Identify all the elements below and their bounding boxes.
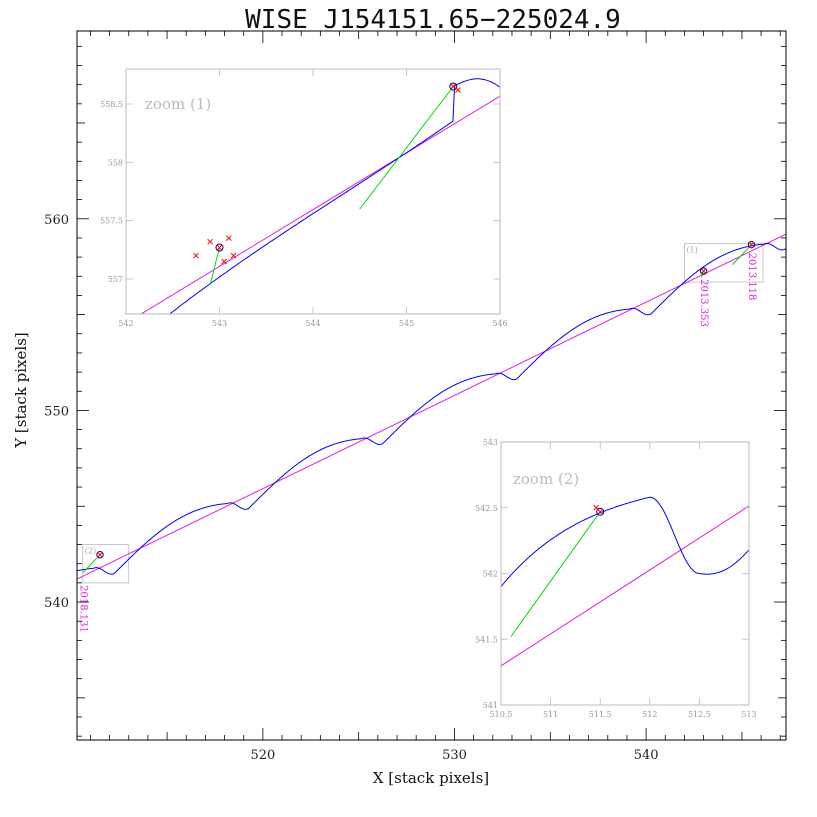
zoom-2-x-tick-label: 512.5 <box>688 710 711 719</box>
zoom-1-epoch-cross <box>221 258 228 265</box>
zoom-1-parallax-offset <box>359 86 454 210</box>
zoom-2-x-tick-label: 513 <box>741 710 756 719</box>
zoom-2-measured-point <box>596 507 605 516</box>
zoom-1-title: zoom (1) <box>145 95 211 113</box>
zoom-1-y-tick-label: 557 <box>108 275 123 284</box>
model-track-line <box>77 242 786 575</box>
zoom-1-x-tick-label: 543 <box>212 319 227 328</box>
zoom-1-y-tick-label: 557.5 <box>100 217 123 226</box>
zoom-2-proper-motion-line <box>501 505 749 667</box>
measured-point-circle <box>96 551 104 559</box>
parallax-offset-segment <box>731 244 752 266</box>
zoom-2-x-tick-label: 511 <box>543 710 558 719</box>
zoom-2-x-tick-label: 511.5 <box>589 710 612 719</box>
zoom-2-parallax-offset <box>510 511 601 637</box>
zoom-1-indicator-box <box>684 243 764 283</box>
zoom-1-x-tick-label: 542 <box>118 319 133 328</box>
zoom-2-box-label: (2) <box>85 547 96 556</box>
zoom-2-y-tick-label: 543 <box>483 438 498 447</box>
proper-motion-line <box>77 233 786 580</box>
zoom-1-parallax-offset <box>209 247 220 285</box>
main-plot-frame <box>76 30 787 741</box>
zoom-2-epoch-cross <box>593 504 600 511</box>
measured-point-cross <box>700 268 707 274</box>
zoom-1-frame-bg <box>125 68 501 315</box>
zoom-1-epoch-cross <box>207 238 214 245</box>
measured-point-cross <box>97 551 103 558</box>
zoom-1-epoch-cross <box>455 87 461 93</box>
zoom-1-measured-point <box>215 243 224 252</box>
zoom-1-proper-motion-line <box>140 95 500 314</box>
measured-point-circle <box>699 267 708 275</box>
x-tick-label: 540 <box>634 748 659 763</box>
zoom-1-y-tick-label: 558.5 <box>100 100 123 109</box>
zoom-1-x-tick-label: 544 <box>305 319 320 328</box>
epoch-label: 2013.353 <box>698 279 709 327</box>
zoom-2-x-tick-label: 510.5 <box>490 710 513 719</box>
y-tick-label: 560 <box>44 213 69 228</box>
zoom-2-y-tick-label: 542 <box>483 570 498 579</box>
zoom-1-box-label: (1) <box>686 246 697 255</box>
zoom-1-y-tick-label: 558 <box>108 158 123 167</box>
zoom-2-title: zoom (2) <box>513 470 579 488</box>
zoom-1-epoch-cross <box>193 252 199 259</box>
epoch-label: 2018.131 <box>77 585 88 633</box>
zoom-2-plot-area <box>501 496 749 667</box>
zoom-1-epoch-cross <box>225 235 232 242</box>
zoom-1-point-cross <box>450 83 457 90</box>
x-axis-label: X [stack pixels] <box>373 769 489 787</box>
main-plot-area: (1) (2) <box>77 233 786 584</box>
zoom-2-indicator-box <box>82 544 130 584</box>
zoom-1-measured-point <box>449 82 458 91</box>
zoom-2-model-track <box>501 496 749 587</box>
zoom-1-plot-area <box>140 78 500 314</box>
epoch-label: 2013.118 <box>746 253 757 301</box>
chart-title: WISE J154151.65−225024.9 <box>245 5 621 35</box>
zoom-1-model-track <box>168 78 500 314</box>
x-tick-label: 520 <box>250 748 275 763</box>
zoom-2-y-tick-label: 541 <box>483 701 498 710</box>
measured-point-cross <box>748 241 755 248</box>
y-tick-label: 540 <box>44 596 69 611</box>
zoom-2-y-tick-label: 541.5 <box>475 635 498 644</box>
x-tick-label: 530 <box>442 748 467 763</box>
y-tick-label: 550 <box>44 404 69 419</box>
measured-point-circle <box>747 240 756 249</box>
parallax-offset-segment <box>82 554 101 574</box>
zoom-2-y-tick-label: 542.5 <box>475 504 498 513</box>
zoom-2-x-tick-label: 512 <box>642 710 657 719</box>
zoom-1-x-tick-label: 546 <box>492 319 507 328</box>
zoom-1-point-cross <box>216 244 223 251</box>
y-axis-label: Y [stack pixels] <box>12 332 30 449</box>
zoom-1-epoch-cross <box>230 252 237 259</box>
zoom-1-x-tick-label: 545 <box>399 319 414 328</box>
